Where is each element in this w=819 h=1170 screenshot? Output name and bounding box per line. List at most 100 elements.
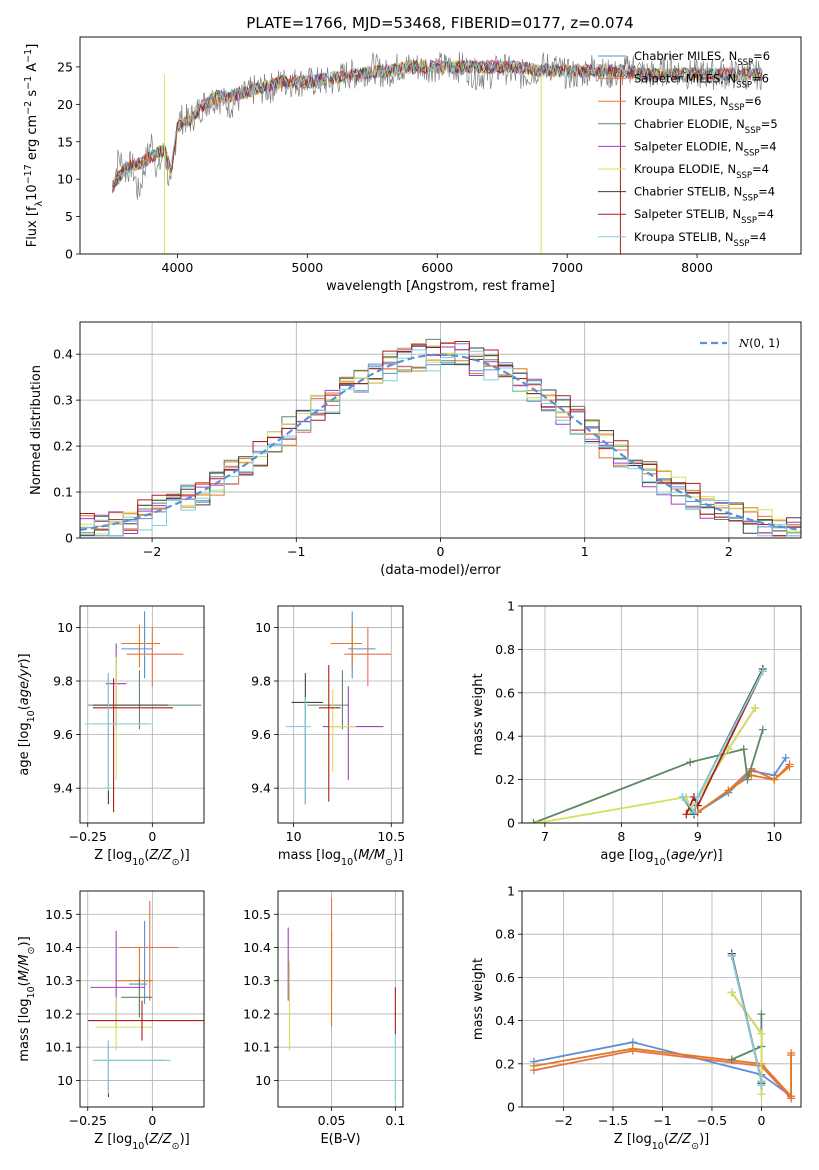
y-tick-label: 9.8	[53, 674, 73, 689]
mass-weight-marker	[727, 988, 736, 997]
mass-weight-marker	[758, 725, 767, 734]
panel-residuals: −2 −1 0 1 2 0 0.1 0.2 0.3 0.4 (data-model)/error No…	[29, 321, 802, 578]
legend-label: Salpeter ELODIE, NSSP=4	[634, 139, 777, 158]
panel-age_vs_mass: 10 10.5 9.4 9.6 9.8 10 mass [log10(M/M⊙)]	[251, 605, 405, 868]
axes-frame	[521, 890, 802, 1108]
axes-frame	[277, 605, 404, 824]
mass-weight-marker	[686, 758, 695, 767]
mass-weight-marker	[727, 951, 736, 960]
gaussian-curve	[80, 353, 801, 531]
y-axis-label: mass weight	[471, 958, 486, 1040]
y-tick-label: 5	[65, 209, 73, 224]
x-tick-label: 7	[541, 829, 549, 844]
y-tick-label: 0.1	[53, 485, 73, 500]
panel-mass_vs_Z: −0.25 0 10 10.1 10.2 10.3 10.4 10.5 Z [log10(Z/Z…	[17, 890, 205, 1152]
plot-area	[522, 606, 801, 823]
x-tick-label: −1.5	[598, 1113, 628, 1128]
y-axis-label: mass [log10(M/M⊙)]	[17, 936, 37, 1061]
y-tick-label: 0.6	[495, 685, 515, 700]
mass-weight-line	[730, 991, 763, 1094]
y-tick-label: 20	[57, 97, 73, 112]
legend-label: Chabrier MILES, NSSP=6	[634, 49, 770, 68]
mass-weight-marker	[758, 667, 767, 676]
y-tick-label: 10.5	[45, 907, 73, 922]
mass-weight-marker	[743, 775, 752, 784]
x-axis-label: mass [log10(M/M⊙)]	[278, 848, 403, 868]
y-tick-label: 10	[255, 1073, 271, 1088]
mass-weight-marker	[678, 792, 687, 801]
plot-area	[80, 322, 801, 538]
y-tick-label: 9.4	[251, 781, 271, 796]
x-tick-label: −0.25	[69, 829, 107, 844]
mass-weight-marker	[757, 1010, 766, 1019]
mass-weight-marker	[770, 775, 779, 784]
plot-area	[80, 606, 204, 823]
x-tick-label: −0.25	[69, 1113, 107, 1128]
x-tick-label: −2	[143, 544, 161, 559]
y-axis-label: age [log10(age/yr)]	[17, 653, 37, 775]
panel-mass_weight_vs_age: 7 8 9 10 0 0.2 0.4 0.6 0.8 1 age [log10(age/yr)] ma…	[471, 599, 802, 868]
legend-label: N(0, 1)	[738, 336, 780, 350]
x-tick-label: 9	[694, 829, 702, 844]
residual-histogram	[80, 341, 801, 538]
x-axis-label: (data-model)/error	[380, 563, 501, 578]
y-tick-label: 0.2	[495, 772, 515, 787]
x-tick-label: 0	[757, 1113, 765, 1128]
mass-weight-line	[681, 668, 764, 817]
y-tick-label: 10.3	[243, 973, 271, 988]
mass-weight-line	[697, 757, 787, 813]
panels: 4000 5000 6000 7000 80000510152025wavelength…	[17, 36, 802, 1152]
mass-weight-marker	[628, 1044, 637, 1053]
x-tick-label: 8000	[681, 260, 713, 275]
legend: Chabrier MILES, NSSP=6 Salpeter MILES, NS…	[598, 49, 778, 249]
model-spectrum-line	[112, 59, 763, 186]
y-tick-label: 10	[57, 172, 73, 187]
mass-weight-marker	[689, 808, 698, 817]
axes-frame	[521, 605, 802, 824]
mass-weight-marker	[739, 745, 748, 754]
y-tick-label: 0	[65, 247, 73, 262]
mass-weight-marker	[727, 1055, 736, 1064]
x-tick-label: 10	[286, 829, 302, 844]
x-tick-label: 7000	[551, 260, 583, 275]
y-tick-label: 10.3	[45, 973, 73, 988]
x-tick-label: −1	[653, 1113, 671, 1128]
y-tick-label: 0.2	[495, 1056, 515, 1071]
y-tick-label: 9.6	[53, 727, 73, 742]
legend-label: Kroupa ELODIE, NSSP=4	[634, 162, 769, 181]
y-tick-label: 9.4	[53, 781, 73, 796]
y-tick-label: 10.4	[243, 940, 271, 955]
plot-area	[278, 891, 403, 1107]
y-tick-label: 0.4	[495, 729, 515, 744]
axes-frame	[79, 890, 205, 1108]
mass-weight-marker	[757, 1081, 766, 1090]
x-axis-label: age [log10(age/yr)]	[600, 848, 722, 868]
mass-weight-marker	[751, 703, 760, 712]
mass-weight-marker	[757, 1090, 766, 1099]
mass-weight-marker	[693, 792, 702, 801]
x-tick-label: 8	[617, 829, 625, 844]
legend-label: Chabrier STELIB, NSSP=4	[634, 185, 775, 204]
y-axis-label: Flux [fλ10−17 erg cm−2 s−1 A−1]	[23, 44, 45, 248]
y-tick-label: 0.3	[53, 393, 73, 408]
y-tick-label: 0	[65, 531, 73, 546]
legend-label: Kroupa MILES, NSSP=6	[634, 94, 761, 113]
x-axis-label: Z [log10(Z/Z⊙)]	[614, 1132, 709, 1152]
y-tick-label: 0.8	[495, 927, 515, 942]
legend-label: Salpeter MILES, NSSP=6	[634, 72, 769, 91]
y-tick-label: 10.1	[45, 1040, 73, 1055]
mass-weight-marker	[533, 819, 542, 823]
y-tick-label: 10.2	[45, 1006, 73, 1021]
y-tick-label: 1	[507, 884, 515, 899]
y-tick-label: 10	[255, 620, 271, 635]
x-tick-label: 2	[725, 544, 733, 559]
y-tick-label: 0.6	[495, 970, 515, 985]
y-tick-label: 0.4	[53, 347, 73, 362]
y-tick-label: 0.4	[495, 1013, 515, 1028]
axes-frame	[79, 36, 802, 255]
x-tick-label: 1	[581, 544, 589, 559]
x-axis-label: wavelength [Angstrom, rest frame]	[326, 279, 555, 294]
figure-title: PLATE=1766, MJD=53468, FIBERID=0177, z=0…	[246, 14, 633, 32]
x-tick-label: 0.05	[318, 1113, 346, 1128]
y-tick-label: 25	[57, 59, 73, 74]
